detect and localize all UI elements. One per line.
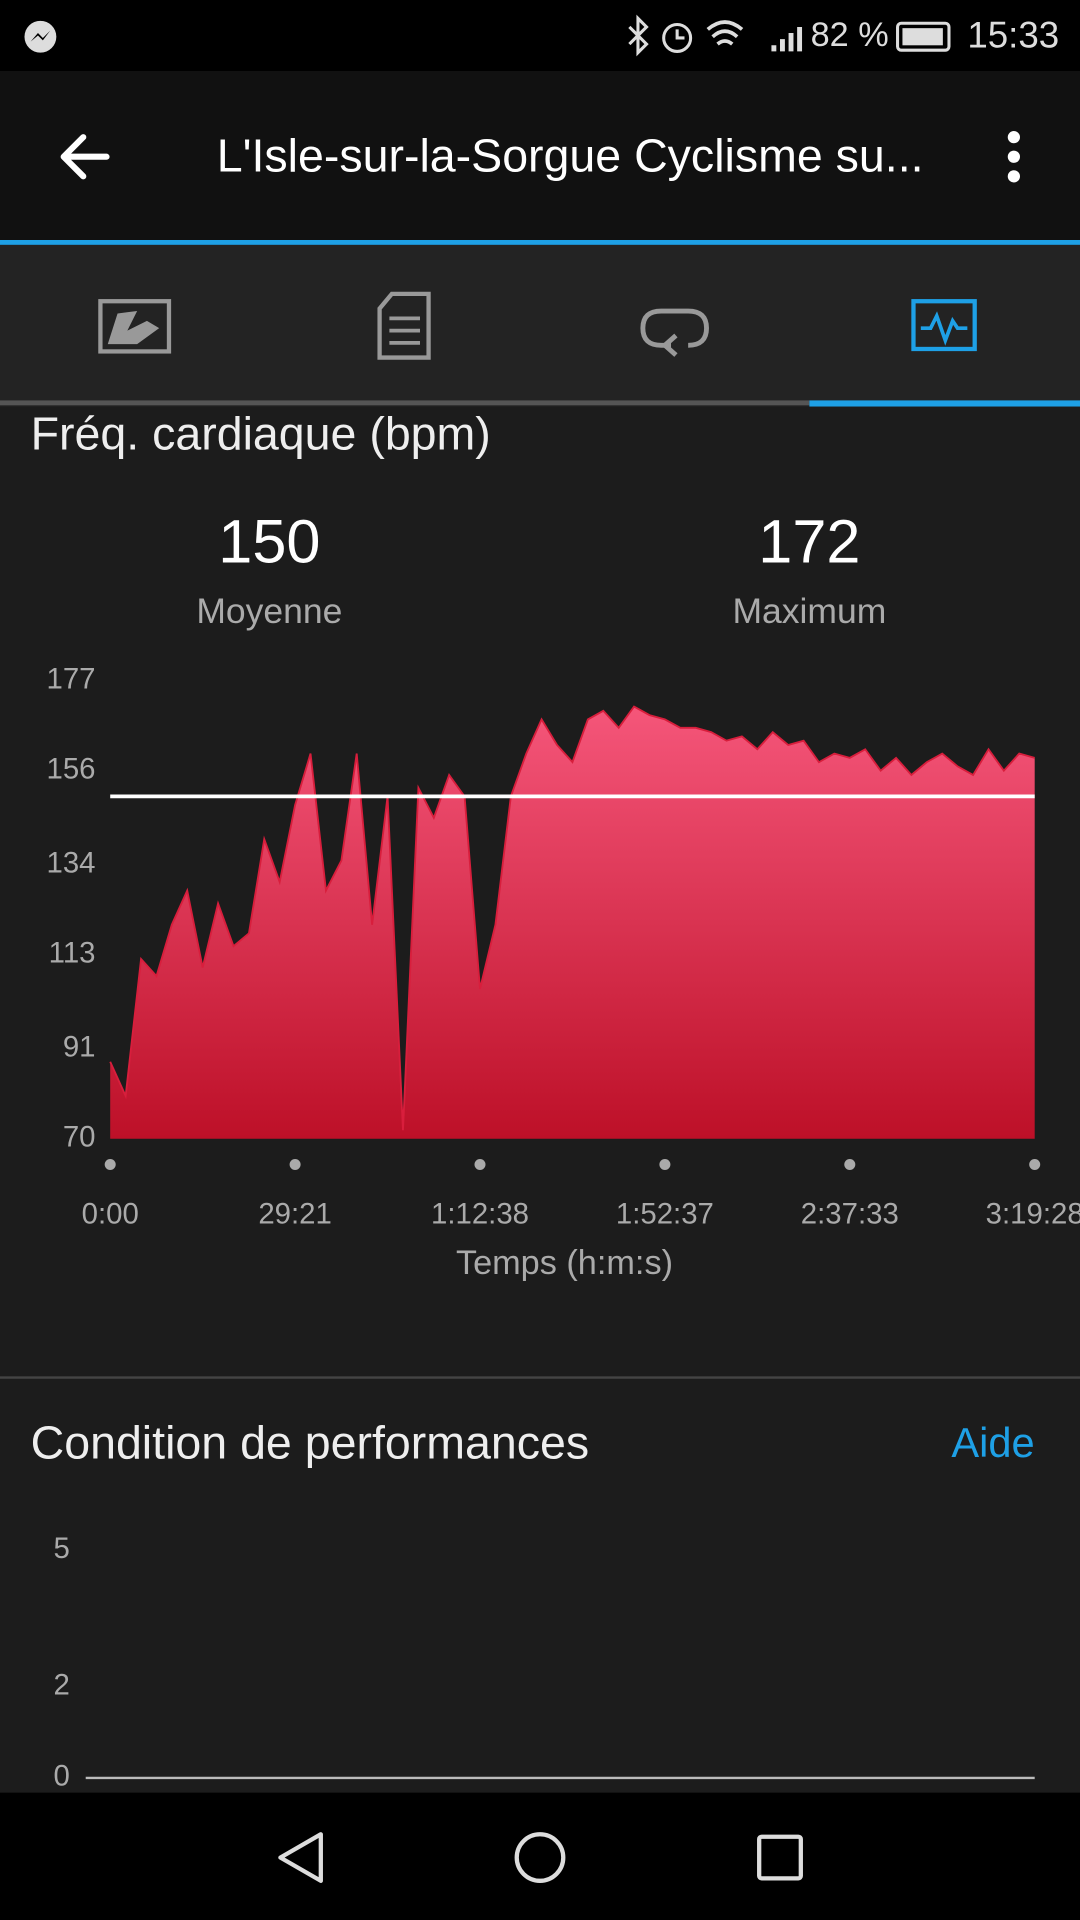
messenger-bolt xyxy=(30,30,51,42)
y-tick-label: 70 xyxy=(63,1121,96,1154)
clock: 15:33 xyxy=(967,15,1059,56)
x-tick-label: 1:52:37 xyxy=(616,1198,714,1231)
x-axis-label: Temps (h:m:s) xyxy=(456,1244,673,1282)
x-tick-mark xyxy=(289,1158,301,1170)
bluetooth-icon xyxy=(628,14,649,57)
x-tick-label: 29:21 xyxy=(258,1198,332,1231)
status-bar xyxy=(0,0,1080,72)
y-tick-label: 5 xyxy=(53,1532,69,1565)
pulse-line xyxy=(920,311,968,346)
loop-arrow xyxy=(661,333,678,357)
performance-chart: 5 2 0 xyxy=(53,1532,1035,1793)
nav-home[interactable] xyxy=(514,1832,566,1883)
menu-dot xyxy=(1007,150,1020,163)
y-tick-label: 156 xyxy=(46,752,95,785)
header-accent xyxy=(0,240,1080,245)
stat-label: Maximum xyxy=(732,591,886,631)
overflow-menu[interactable] xyxy=(1007,131,1020,183)
x-tick-mark xyxy=(659,1158,671,1170)
y-tick-label: 134 xyxy=(46,847,95,880)
loop-icon xyxy=(640,308,709,348)
y-tick-label: 177 xyxy=(46,663,95,696)
battery-percent: 82 % xyxy=(811,16,889,54)
nav-recents[interactable] xyxy=(757,1834,803,1881)
area-fill xyxy=(110,706,1035,1139)
section-title: Fréq. cardiaque (bpm) xyxy=(31,407,491,459)
x-tick-mark xyxy=(1029,1158,1041,1170)
alarm-icon xyxy=(662,22,693,53)
area-line xyxy=(109,705,1035,1131)
x-tick-label: 1:12:38 xyxy=(431,1198,529,1231)
wifi-icon xyxy=(706,20,744,46)
x-tick-mark xyxy=(104,1158,116,1170)
x-tick-mark xyxy=(474,1158,486,1170)
section-title: Condition de performances xyxy=(31,1416,590,1468)
y-tick-label: 0 xyxy=(53,1760,69,1793)
app-bar xyxy=(0,71,1080,242)
tab-bar xyxy=(0,244,1080,407)
x-tick-label: 2:37:33 xyxy=(801,1198,899,1231)
signal-icon xyxy=(771,26,803,52)
summary-tab[interactable] xyxy=(377,291,431,360)
doc-icon xyxy=(377,291,431,360)
tab-underline xyxy=(0,400,810,406)
stat-value: 172 xyxy=(758,507,860,575)
charts-tab[interactable] xyxy=(911,299,977,352)
menu-dot xyxy=(1007,131,1020,144)
heart-rate-chart: 70 91 113 134 156 177 0:00 29:21 1:12:38 1:52:37 2… xyxy=(46,663,1080,1231)
doc-lines xyxy=(389,316,420,345)
tab-indicator xyxy=(809,400,1080,407)
y-tick-label: 91 xyxy=(63,1031,96,1064)
map-icon xyxy=(98,299,172,354)
menu-dot xyxy=(1007,170,1020,183)
activity-title: L'Isle-sur-la-Sorgue Cyclisme su... xyxy=(217,129,924,181)
y-tick-label: 113 xyxy=(49,937,96,970)
help-link[interactable]: Aide xyxy=(951,1419,1034,1466)
battery-icon xyxy=(896,21,951,52)
map-tab[interactable] xyxy=(98,299,172,354)
nav-back[interactable] xyxy=(278,1832,323,1883)
battery-level xyxy=(902,28,943,46)
chart-icon xyxy=(911,299,977,352)
y-tick-label: 2 xyxy=(53,1669,69,1702)
back-button[interactable] xyxy=(60,134,110,180)
x-tick-label: 3:19:28 xyxy=(986,1198,1080,1231)
stat-value: 150 xyxy=(218,507,320,575)
x-tick-label: 0:00 xyxy=(82,1198,139,1231)
divider xyxy=(0,1376,1080,1379)
x-tick-mark xyxy=(844,1158,856,1170)
alarm-hands xyxy=(675,29,685,40)
nav-bar xyxy=(0,1792,1080,1920)
laps-tab[interactable] xyxy=(640,308,709,357)
map-shape xyxy=(107,311,160,345)
stat-label: Moyenne xyxy=(196,591,342,631)
